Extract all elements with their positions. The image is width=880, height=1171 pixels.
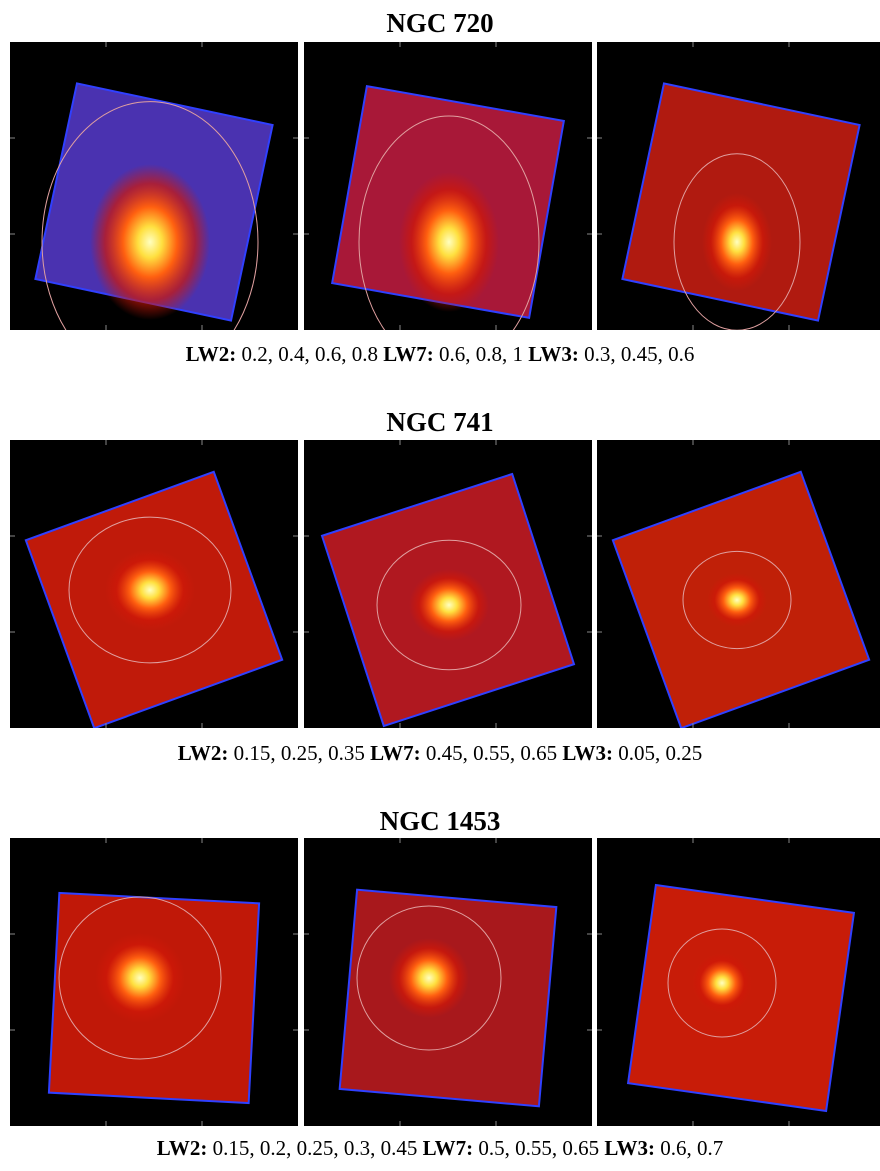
galaxy-glow	[409, 569, 489, 641]
band-label: LW7:	[383, 342, 434, 366]
image-panel	[304, 440, 592, 728]
image-panel	[10, 838, 298, 1126]
contour-levels: 0.5, 0.55, 0.65	[478, 1136, 599, 1160]
contour-levels: 0.6, 0.8, 1	[439, 342, 523, 366]
contour-levels: 0.6, 0.7	[660, 1136, 723, 1160]
image-panel	[597, 838, 880, 1126]
galaxy-glow	[95, 933, 185, 1023]
figure-page: NGC 720 LW2: 0.2, 0.4, 0.6, 0.8 LW7: 0.6,…	[0, 0, 880, 1171]
galaxy-glow	[692, 953, 752, 1013]
contour-levels: 0.15, 0.2, 0.25, 0.3, 0.45	[213, 1136, 418, 1160]
band-label: LW7:	[423, 1136, 474, 1160]
band-label: LW2:	[178, 741, 229, 765]
band-label: LW2:	[157, 1136, 208, 1160]
figure-title: NGC 741	[0, 407, 880, 438]
image-panel	[304, 42, 592, 330]
contour-levels: 0.05, 0.25	[618, 741, 702, 765]
figure-title: NGC 720	[0, 8, 880, 39]
galaxy-glow	[90, 164, 210, 320]
image-panel	[10, 42, 298, 330]
caption: LW2: 0.15, 0.25, 0.35 LW7: 0.45, 0.55, 0…	[0, 741, 880, 766]
image-panel	[10, 440, 298, 728]
figure-title: NGC 1453	[0, 806, 880, 837]
band-label: LW3:	[528, 342, 579, 366]
band-label: LW3:	[562, 741, 613, 765]
galaxy-glow	[399, 172, 499, 312]
contour-levels: 0.15, 0.25, 0.35	[234, 741, 365, 765]
image-panel	[304, 838, 592, 1126]
galaxy-glow	[389, 938, 469, 1018]
contour-levels: 0.3, 0.45, 0.6	[584, 342, 694, 366]
caption: LW2: 0.2, 0.4, 0.6, 0.8 LW7: 0.6, 0.8, 1…	[0, 342, 880, 367]
caption: LW2: 0.15, 0.2, 0.25, 0.3, 0.45 LW7: 0.5…	[0, 1136, 880, 1161]
galaxy-glow	[707, 573, 767, 627]
contour-levels: 0.2, 0.4, 0.6, 0.8	[241, 342, 378, 366]
band-label: LW2:	[186, 342, 237, 366]
band-label: LW7:	[370, 741, 421, 765]
image-panel	[597, 440, 880, 728]
galaxy-glow	[702, 193, 772, 291]
galaxy-glow	[105, 550, 195, 631]
image-panel	[597, 42, 880, 330]
contour-levels: 0.45, 0.55, 0.65	[426, 741, 557, 765]
band-label: LW3:	[604, 1136, 655, 1160]
